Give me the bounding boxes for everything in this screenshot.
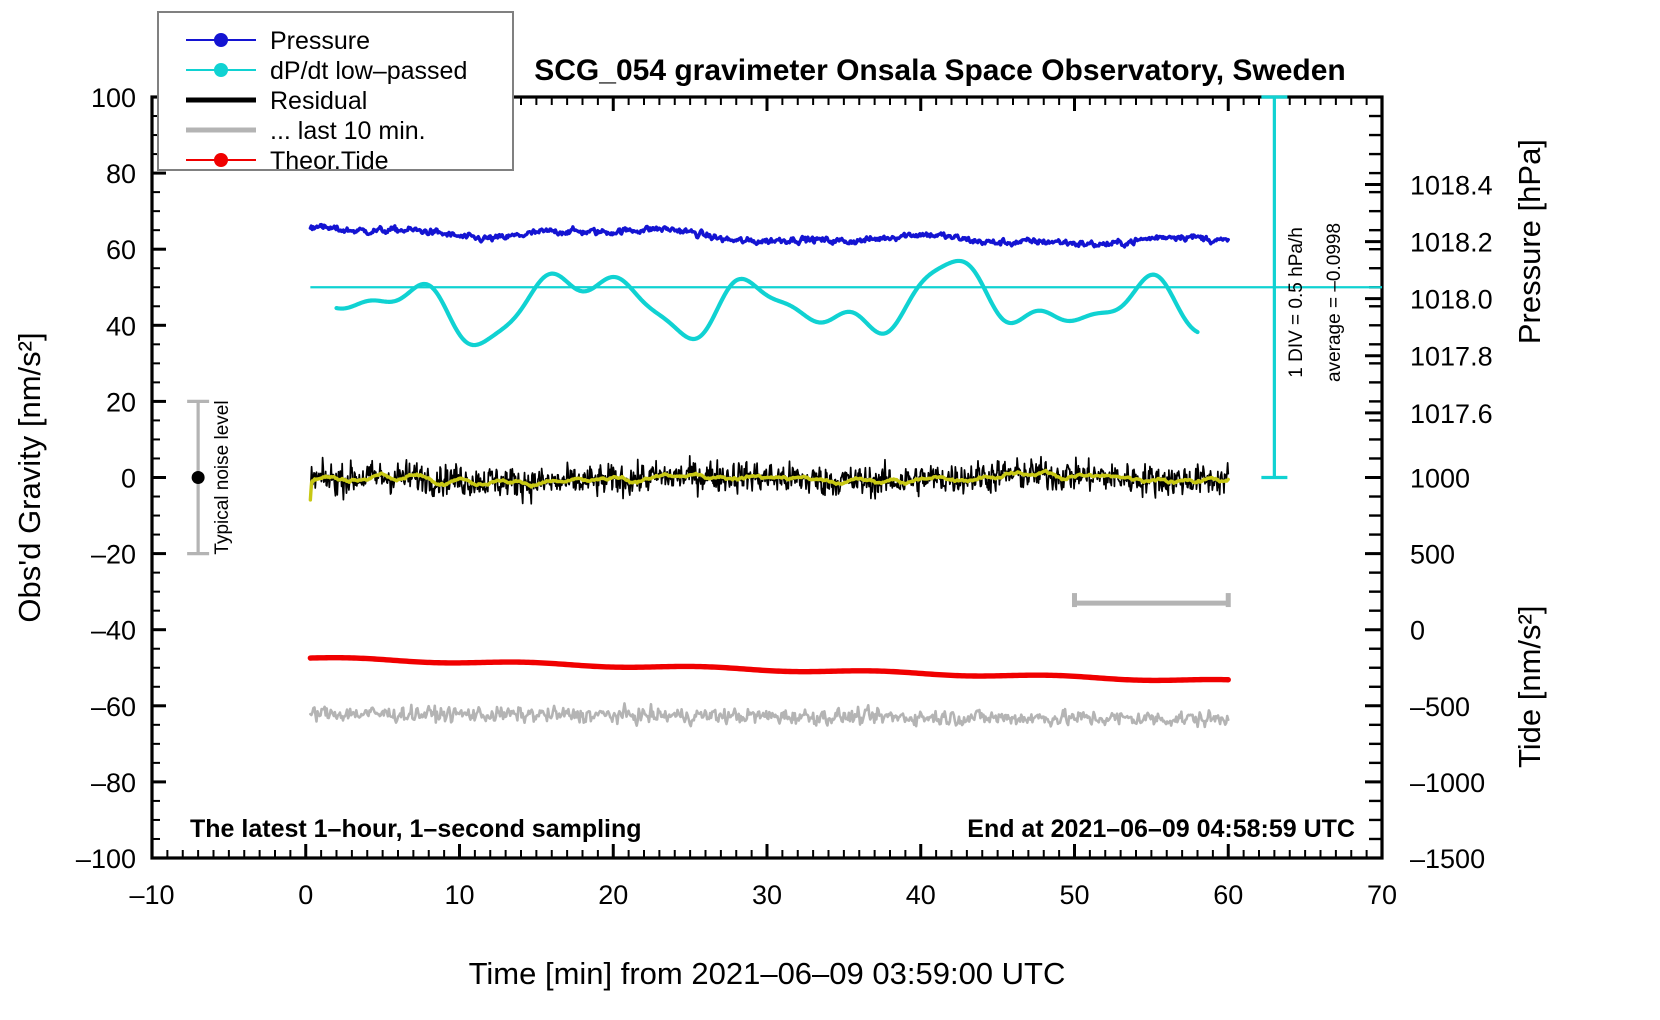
tide-tick-label: –1000 (1410, 768, 1485, 798)
y-tick-label: 100 (91, 83, 136, 113)
footer-left-note: The latest 1–hour, 1–second sampling (190, 815, 642, 843)
legend-label: Pressure (270, 27, 370, 55)
legend-item[interactable]: Residual (186, 87, 367, 115)
y-tick-label: 0 (121, 464, 136, 494)
y-tick-label: 60 (106, 235, 136, 265)
legend-item[interactable]: dP/dt low–passed (186, 57, 467, 85)
residual-trace (309, 455, 1230, 505)
x-tick-label: 60 (1213, 880, 1243, 910)
y-tick-label: 20 (106, 387, 136, 417)
legend-marker (214, 153, 228, 167)
y-tick-label: 40 (106, 311, 136, 341)
legend-label: ... last 10 min. (270, 117, 426, 145)
residual-smoothed-trace (308, 468, 1230, 502)
x-axis: –10 0 10 20 30 40 50 60 70 (129, 97, 1397, 910)
legend-label: dP/dt low–passed (270, 57, 467, 85)
y-axis-left: –100 –80 –60 –40 –20 0 20 40 60 80 100 (76, 83, 166, 874)
pressure-trace (308, 222, 1230, 249)
x-tick-label: 20 (598, 880, 628, 910)
legend-item[interactable]: Theor.Tide (186, 147, 389, 175)
tide-tick-label: –1500 (1410, 844, 1485, 874)
tide-tick-label: –500 (1410, 692, 1470, 722)
x-tick-label: 70 (1367, 880, 1397, 910)
pressure-div-label: 1 DIV = 0.5 hPa/h (1286, 227, 1307, 378)
theor-tide-trace (307, 655, 1231, 684)
x-axis-title: Time [min] from 2021–06–09 03:59:00 UTC (469, 956, 1066, 991)
pressure-tick-label: 1017.6 (1410, 399, 1493, 429)
legend-item[interactable]: ... last 10 min. (186, 117, 426, 145)
noise-level-annotation: Typical noise level (187, 399, 233, 556)
x-tick-label: 40 (906, 880, 936, 910)
y-tick-label: 80 (106, 159, 136, 189)
pressure-tick-label: 1018.2 (1410, 228, 1493, 258)
legend-label: Theor.Tide (270, 147, 389, 175)
x-tick-label: 10 (444, 880, 474, 910)
x-tick-label: 50 (1059, 880, 1089, 910)
legend-label: Residual (270, 87, 367, 115)
y-tick-label: –20 (91, 540, 136, 570)
y-axis-right: 1017.6 1017.8 1018.0 1018.2 1018.4 –1500 –1000… (1365, 95, 1493, 874)
pressure-tick-label: 1018.4 (1410, 171, 1493, 201)
tide-tick-label: 1000 (1410, 464, 1470, 494)
x-tick-label: 0 (298, 880, 313, 910)
y-axis-title: Obs'd Gravity [nm/s²] (12, 332, 47, 622)
legend-marker (214, 63, 228, 77)
pressure-scale-annotation: 1 DIV = 0.5 hPa/h average = –0.0998 (1261, 95, 1345, 480)
y-tick-label: –40 (91, 616, 136, 646)
legend-marker (214, 33, 228, 47)
y-tick-label: –60 (91, 692, 136, 722)
legend-item[interactable]: Pressure (186, 27, 370, 55)
dpdt-trace (334, 258, 1200, 348)
tide-axis-title: Tide [nm/s²] (1512, 606, 1547, 769)
pressure-tick-label: 1018.0 (1410, 285, 1493, 315)
last-10min-trace (309, 702, 1230, 729)
pressure-tick-label: 1017.8 (1410, 342, 1493, 372)
last-10min-range-bar (1072, 593, 1231, 608)
pressure-axis-title: Pressure [hPa] (1512, 139, 1547, 344)
y-tick-label: –80 (91, 768, 136, 798)
tide-tick-label: 0 (1410, 616, 1425, 646)
footer-right-note: End at 2021–06–09 04:58:59 UTC (967, 815, 1355, 843)
noise-level-label: Typical noise level (212, 400, 233, 554)
x-tick-label: –10 (129, 880, 174, 910)
pressure-average-label: average = –0.0998 (1324, 223, 1345, 382)
page-title: SCG_054 gravimeter Onsala Space Observat… (534, 54, 1346, 87)
y-tick-label: –100 (76, 844, 136, 874)
x-tick-label: 30 (752, 880, 782, 910)
tide-tick-label: 500 (1410, 540, 1455, 570)
